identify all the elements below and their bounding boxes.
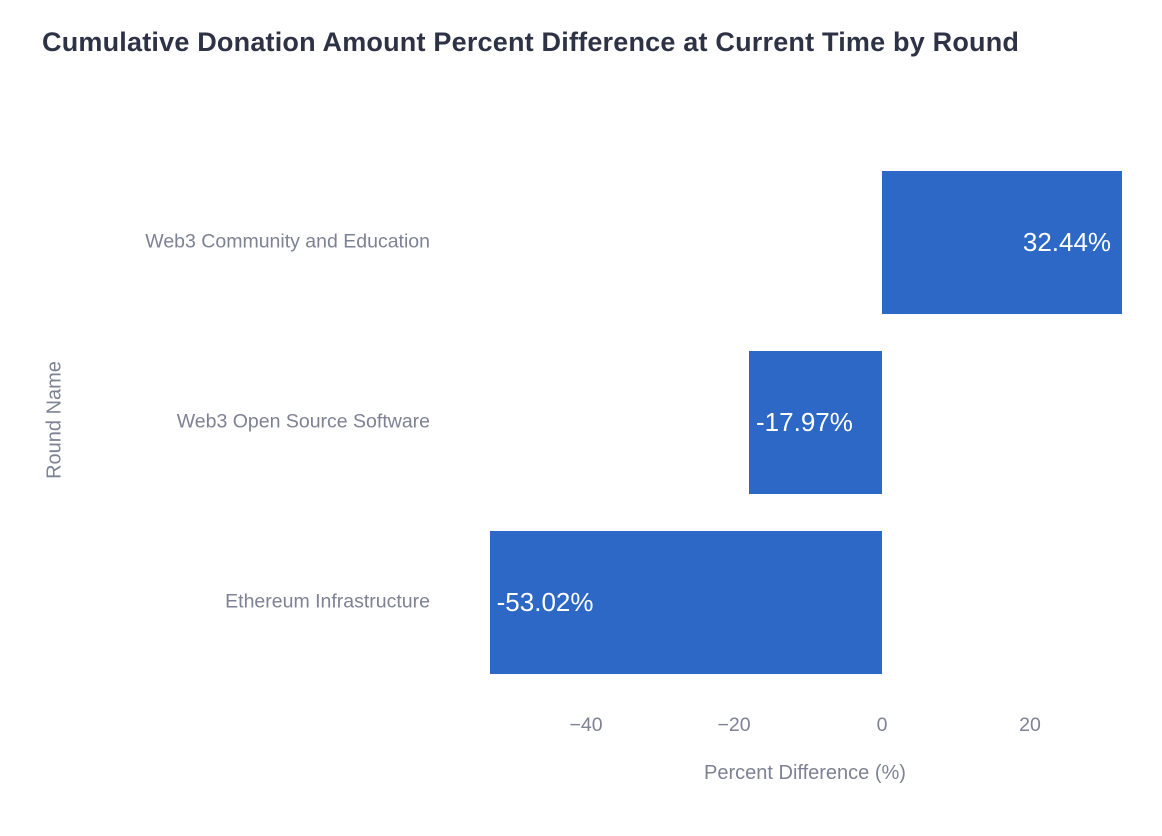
chart-title: Cumulative Donation Amount Percent Diffe…: [42, 27, 1020, 57]
category-label: Web3 Community and Education: [145, 230, 430, 253]
x-tick-label: −20: [717, 714, 751, 736]
x-tick-label: 0: [876, 714, 888, 736]
bar-value-label: -53.02%: [496, 586, 594, 617]
bar-value-label: -17.97%: [756, 406, 853, 437]
bar-value-label: 32.44%: [1022, 226, 1112, 257]
bar[interactable]: -53.02%: [489, 530, 882, 674]
bar[interactable]: 32.44%: [882, 170, 1123, 314]
x-axis-title: Percent Difference (%): [704, 762, 906, 784]
x-tick-label: 20: [1019, 714, 1041, 736]
x-tick-label: −40: [569, 714, 603, 736]
bar[interactable]: -17.97%: [749, 350, 882, 494]
category-label: Ethereum Infrastructure: [225, 590, 430, 613]
category-label: Web3 Open Source Software: [176, 410, 430, 433]
